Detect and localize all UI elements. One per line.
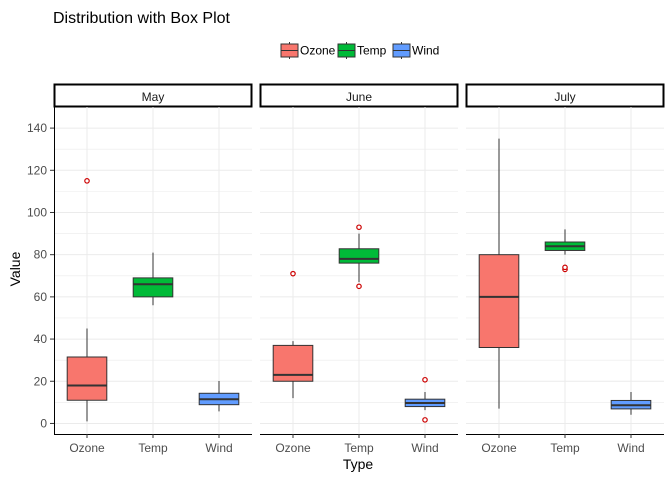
legend: Ozone Temp Wind xyxy=(280,42,439,59)
x-tick-label: Ozone xyxy=(69,441,105,455)
facet-label: July xyxy=(554,90,575,104)
facet-label: June xyxy=(346,90,372,104)
outlier-point xyxy=(422,417,428,423)
box-temp xyxy=(544,229,586,273)
y-tick-label: 80 xyxy=(34,248,48,262)
facet-panel-may: May Ozone Temp Wind xyxy=(53,83,253,455)
legend-label: Temp xyxy=(357,44,387,58)
x-tick-label: Temp xyxy=(344,441,374,455)
y-tick-label: 120 xyxy=(27,163,47,177)
outlier-point xyxy=(356,224,362,231)
box-ozone xyxy=(478,138,520,409)
y-tick-label: 60 xyxy=(34,290,48,304)
y-axis: 0 20 40 60 80 100 120 140 xyxy=(27,121,54,430)
facet-label: May xyxy=(142,90,165,104)
x-tick-label: Ozone xyxy=(481,441,517,455)
chart-title: Distribution with Box Plot xyxy=(53,10,231,27)
x-tick-label: Wind xyxy=(205,441,232,455)
box-iqr xyxy=(338,248,380,264)
box-wind xyxy=(198,381,240,412)
y-tick-label: 140 xyxy=(27,121,47,135)
y-tick-label: 20 xyxy=(34,374,48,388)
y-tick-label: 0 xyxy=(40,416,47,430)
legend-entry-temp: Temp xyxy=(337,42,387,59)
box-wind xyxy=(610,392,652,415)
box-ozone xyxy=(66,178,108,422)
box-iqr xyxy=(478,254,520,349)
x-tick-label: Ozone xyxy=(275,441,311,455)
legend-entry-wind: Wind xyxy=(392,42,439,59)
y-tick-label: 40 xyxy=(34,332,48,346)
outlier-point xyxy=(562,264,568,271)
outlier-point xyxy=(356,283,362,290)
box-temp xyxy=(338,224,380,290)
facet-strip xyxy=(53,83,253,108)
box-ozone xyxy=(272,270,314,399)
x-tick-label: Temp xyxy=(138,441,168,455)
box-temp xyxy=(132,252,174,306)
x-tick-label: Temp xyxy=(550,441,580,455)
outlier-point xyxy=(422,376,428,383)
facet-strip xyxy=(259,83,459,108)
facets: May Ozone Temp Wind June Ozone Temp Wind July Ozo… xyxy=(53,83,665,455)
facet-panel-july: July Ozone Temp Wind xyxy=(465,83,665,455)
legend-label: Wind xyxy=(412,44,439,58)
x-tick-label: Wind xyxy=(411,441,438,455)
legend-label: Ozone xyxy=(300,44,336,58)
y-axis-title: Value xyxy=(7,251,23,286)
x-tick-label: Wind xyxy=(617,441,644,455)
outlier-point xyxy=(84,178,90,184)
legend-entry-ozone: Ozone xyxy=(280,42,336,59)
box-iqr xyxy=(66,356,108,401)
box-wind xyxy=(404,376,446,423)
facet-strip xyxy=(465,83,665,108)
outlier-point xyxy=(290,270,296,277)
facet-panel-june: June Ozone Temp Wind xyxy=(259,83,459,455)
box-iqr xyxy=(132,277,174,298)
y-tick-label: 100 xyxy=(27,205,47,219)
x-axis-title: Type xyxy=(343,456,374,472)
